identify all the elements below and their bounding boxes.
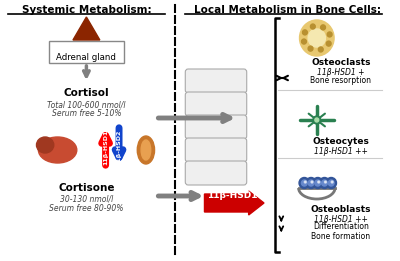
Circle shape (306, 177, 316, 188)
Text: 30-130 nmol/l: 30-130 nmol/l (60, 195, 113, 204)
Circle shape (322, 180, 327, 186)
Circle shape (300, 20, 334, 56)
FancyBboxPatch shape (185, 138, 247, 162)
Circle shape (318, 181, 320, 183)
Ellipse shape (36, 137, 54, 153)
Text: Serum free 80-90%: Serum free 80-90% (49, 204, 124, 213)
FancyBboxPatch shape (185, 69, 247, 93)
Text: 11β-HSD1 ++: 11β-HSD1 ++ (314, 147, 368, 156)
Text: Adrenal gland: Adrenal gland (56, 53, 116, 62)
Text: Osteoclasts: Osteoclasts (311, 58, 370, 67)
Text: 11β-HSD1: 11β-HSD1 (207, 192, 258, 200)
Circle shape (328, 180, 334, 186)
Text: Osteocytes: Osteocytes (312, 137, 369, 146)
Circle shape (319, 177, 330, 188)
Circle shape (324, 181, 326, 183)
Circle shape (308, 29, 326, 47)
Circle shape (326, 177, 336, 188)
Circle shape (312, 177, 323, 188)
FancyArrow shape (204, 191, 264, 215)
Text: 11β-HSD1: 11β-HSD1 (103, 129, 108, 165)
Circle shape (302, 30, 307, 35)
Circle shape (299, 177, 310, 188)
Text: 11β-HSD1 ++: 11β-HSD1 ++ (314, 215, 368, 224)
Circle shape (302, 180, 307, 186)
Ellipse shape (137, 136, 154, 164)
Circle shape (326, 41, 331, 46)
Text: Local Metabolism in Bone Cells:: Local Metabolism in Bone Cells: (194, 5, 382, 15)
Circle shape (315, 118, 319, 122)
Circle shape (308, 46, 313, 51)
Text: Cortisone: Cortisone (58, 183, 115, 193)
Circle shape (311, 181, 313, 183)
Ellipse shape (38, 137, 77, 163)
Circle shape (331, 181, 333, 183)
Text: Osteoblasts: Osteoblasts (310, 205, 371, 214)
Circle shape (304, 181, 306, 183)
Text: Total 100-600 nmol/l: Total 100-600 nmol/l (47, 100, 126, 109)
Circle shape (315, 180, 321, 186)
Polygon shape (73, 17, 100, 40)
FancyBboxPatch shape (185, 161, 247, 185)
Text: Bone formation: Bone formation (311, 232, 370, 241)
Circle shape (308, 180, 314, 186)
Text: Serum free 5-10%: Serum free 5-10% (52, 109, 121, 118)
Text: 11β-HSD2: 11β-HSD2 (116, 129, 122, 165)
Circle shape (318, 47, 323, 52)
FancyBboxPatch shape (49, 41, 124, 63)
Circle shape (327, 32, 332, 37)
Text: Systemic Metabolism:: Systemic Metabolism: (22, 5, 151, 15)
Circle shape (313, 116, 321, 124)
Text: Bone resorption: Bone resorption (310, 76, 371, 85)
Text: Differentiation: Differentiation (313, 222, 369, 231)
Text: 11β-HSD1 +: 11β-HSD1 + (317, 68, 364, 77)
Circle shape (302, 39, 306, 44)
FancyBboxPatch shape (185, 115, 247, 139)
Circle shape (321, 25, 326, 30)
Text: Cortisol: Cortisol (64, 88, 109, 98)
Circle shape (310, 24, 315, 29)
FancyBboxPatch shape (185, 92, 247, 116)
Ellipse shape (141, 140, 151, 160)
